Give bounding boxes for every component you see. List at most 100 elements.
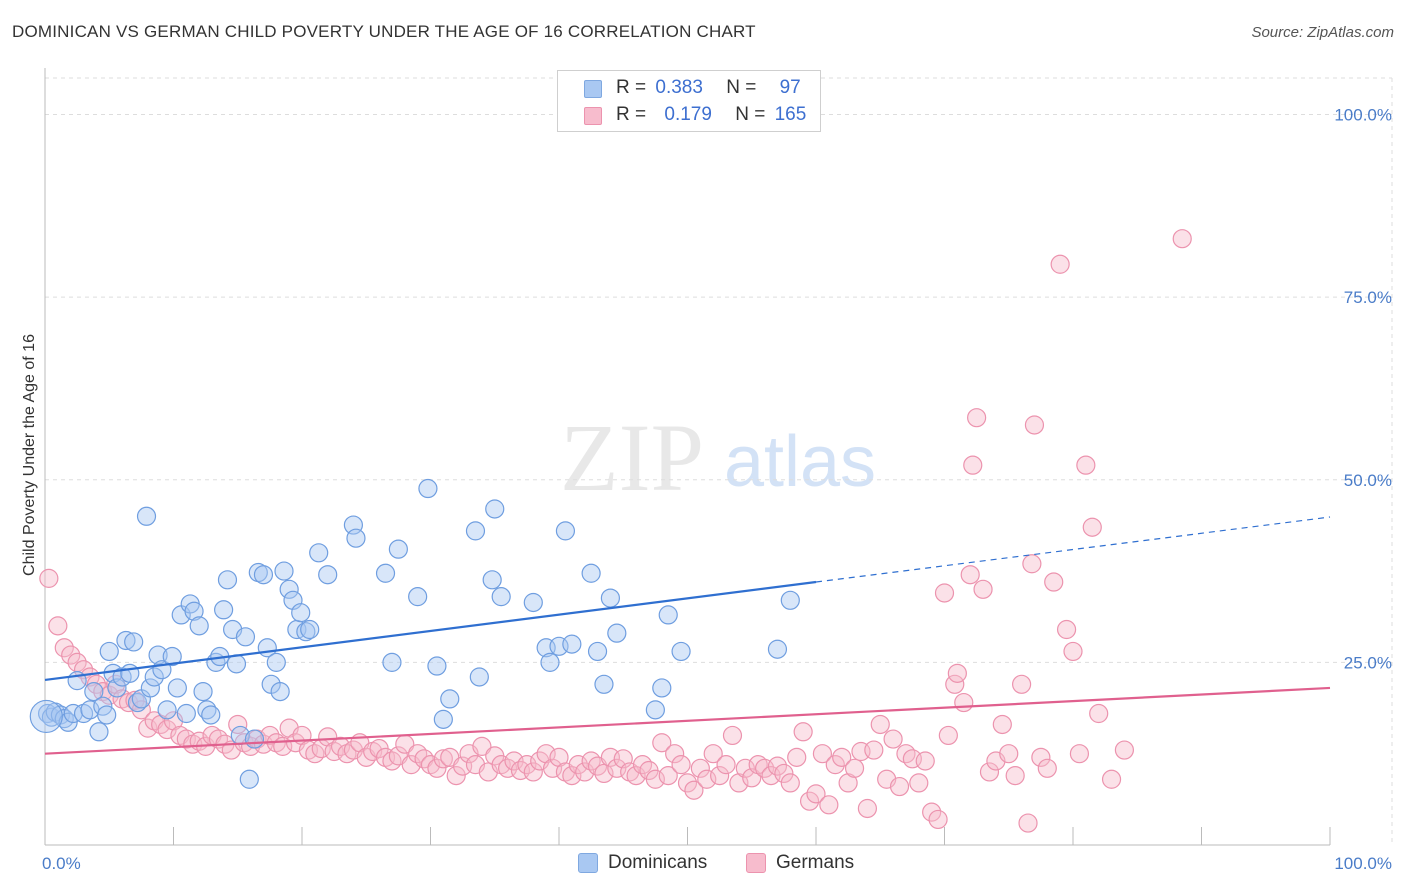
german-point <box>979 762 1000 782</box>
german-point <box>581 751 601 771</box>
legend-item-dominicans[interactable]: Dominicans <box>578 852 707 874</box>
legend-swatch-dominicans <box>578 853 598 873</box>
dominican-point <box>97 705 117 725</box>
german-point <box>337 744 357 764</box>
german-point <box>793 722 813 742</box>
german-point <box>1024 415 1045 435</box>
dominican-point <box>418 478 438 499</box>
german-point <box>832 747 852 767</box>
german-point <box>305 744 325 764</box>
dominican-point <box>482 570 502 590</box>
dominican-point <box>193 681 213 702</box>
y-tick-label: 50.0% <box>1344 471 1392 490</box>
german-point <box>915 751 935 771</box>
german-point <box>671 755 691 775</box>
dominican-point <box>671 641 691 662</box>
dominican-point <box>540 652 560 672</box>
y-tick-label: 75.0% <box>1344 288 1392 307</box>
y-tick-label: 100.0% <box>1334 106 1392 125</box>
dominican-point <box>523 592 543 613</box>
german-point <box>799 791 820 811</box>
dominican-point <box>107 678 127 698</box>
german-point <box>864 740 884 760</box>
chart-title: DOMINICAN VS GERMAN CHILD POVERTY UNDER … <box>12 22 756 41</box>
dominican-point <box>318 565 338 585</box>
german-point <box>1050 254 1070 274</box>
dominican-point <box>291 603 311 623</box>
german-point <box>806 784 826 804</box>
y-axis-label: Child Poverty Under the Age of 16 <box>21 334 38 576</box>
dominican-point <box>157 700 177 720</box>
german-point <box>710 766 730 786</box>
dominican-point <box>120 663 140 683</box>
dominican-point <box>279 579 299 599</box>
german-point <box>999 744 1019 764</box>
legend-n-value: 97 <box>779 77 801 98</box>
german-point <box>992 714 1012 735</box>
german-point <box>870 714 890 735</box>
german-point <box>889 776 910 797</box>
dominican-point <box>162 646 182 667</box>
dominican-point <box>780 590 800 610</box>
legend-n-value: 165 <box>774 104 807 125</box>
german-point <box>938 725 958 746</box>
legend-label-germans: Germans <box>776 852 855 873</box>
legend-item-germans[interactable]: Germans <box>746 852 854 874</box>
german-point <box>954 692 974 713</box>
dominican-point <box>270 681 290 702</box>
german-point <box>542 758 563 778</box>
german-point <box>99 685 119 705</box>
dominican-point <box>235 627 256 647</box>
german-point <box>812 744 833 764</box>
german-point <box>1063 641 1083 662</box>
dominican-point <box>99 641 119 662</box>
germans-trend-line <box>44 686 1331 755</box>
dominican-point <box>89 722 109 742</box>
german-point <box>427 758 447 778</box>
dominican-point <box>253 565 274 585</box>
german-point <box>934 583 955 603</box>
dominican-point <box>239 769 259 789</box>
dominican-point <box>555 521 576 541</box>
german-point <box>677 773 698 793</box>
dominican-point <box>645 700 665 720</box>
german-point <box>703 744 723 764</box>
dominican-point <box>73 703 94 724</box>
german-point <box>716 755 736 775</box>
german-point <box>947 663 967 683</box>
german-point <box>967 408 987 428</box>
german-point <box>523 762 543 782</box>
dominican-point <box>767 639 788 659</box>
german-point <box>658 766 678 786</box>
dominican-point <box>127 692 148 713</box>
dominican-point <box>491 587 511 607</box>
legend-r-label: R = <box>616 77 647 98</box>
dominican-point <box>427 656 447 676</box>
german-point <box>973 579 993 599</box>
dominican-point <box>167 678 187 698</box>
german-point <box>652 733 672 753</box>
german-point <box>330 736 351 756</box>
german-point <box>1011 674 1032 694</box>
dominican-point <box>433 709 453 729</box>
german-point <box>607 758 627 778</box>
series-legend: Dominicans Germans <box>0 850 1406 878</box>
legend-n-label: N = <box>726 77 757 98</box>
german-point <box>138 718 158 738</box>
dominican-point <box>581 563 601 583</box>
german-point <box>1082 517 1102 537</box>
german-point <box>1114 740 1135 760</box>
dominican-point <box>266 652 286 672</box>
german-point <box>787 747 807 767</box>
legend-r-value: 0.383 <box>655 77 703 98</box>
source-label: Source: ZipAtlas.com <box>1251 24 1394 41</box>
dominican-point <box>346 528 366 548</box>
legend-r-label: R = <box>616 104 647 125</box>
german-point <box>626 766 646 786</box>
dominican-point <box>136 506 157 526</box>
dominican-point <box>300 619 320 640</box>
dominican-point <box>375 563 396 583</box>
dominicans-trend-line <box>44 580 817 682</box>
german-point <box>1069 744 1090 764</box>
